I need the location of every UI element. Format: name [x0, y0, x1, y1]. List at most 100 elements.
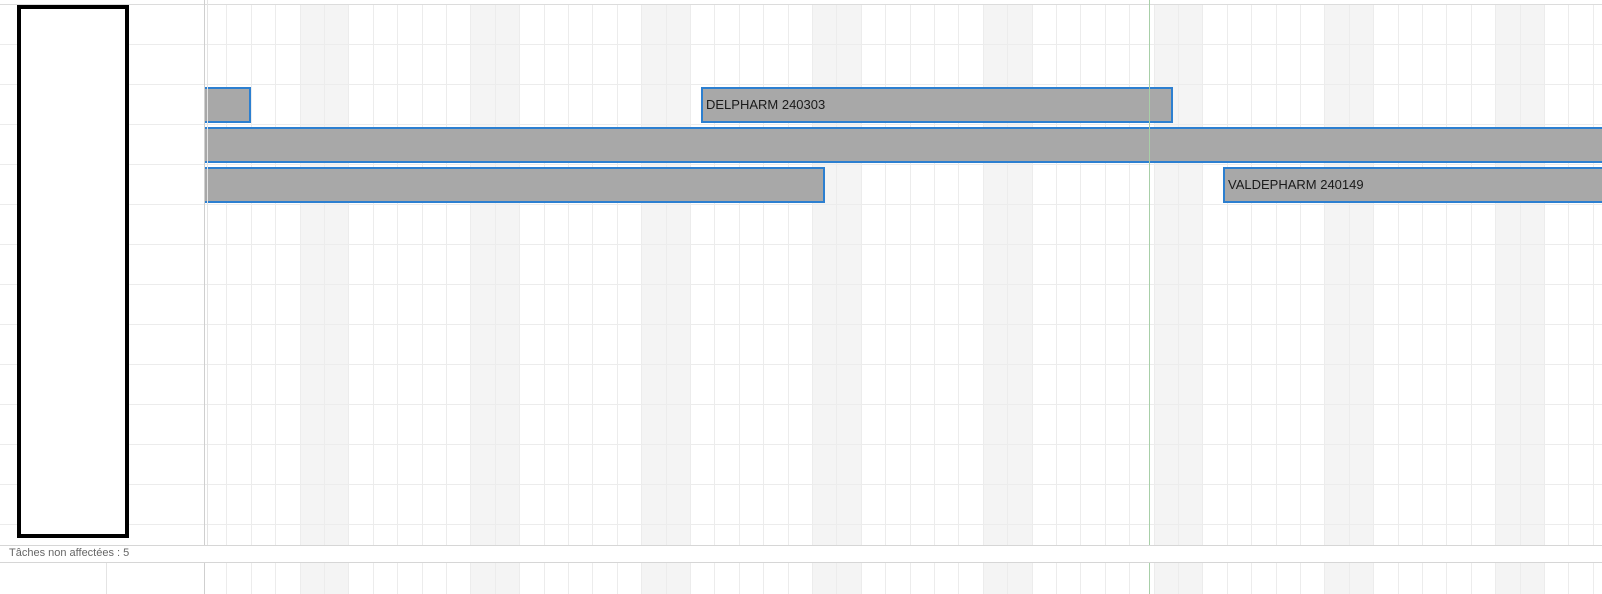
- task-bar[interactable]: [204, 87, 251, 123]
- bottom-day-column: [226, 562, 250, 594]
- bottom-day-column: [421, 562, 446, 594]
- bottom-day-column: [275, 562, 299, 594]
- task-bar[interactable]: [204, 127, 1602, 163]
- day-column: [1397, 5, 1422, 545]
- row-divider: [204, 364, 1602, 365]
- row-divider: [204, 44, 1602, 45]
- bottom-day-column: [1031, 562, 1056, 594]
- bottom-day-column: [494, 562, 520, 594]
- day-column: [348, 5, 372, 545]
- task-bar[interactable]: VALDEPHARM 240149: [1223, 167, 1602, 203]
- bottom-day-column: [1080, 562, 1104, 594]
- bottom-day-column: [1300, 562, 1324, 594]
- bottom-day-column: [1178, 562, 1203, 594]
- bottom-day-column: [348, 562, 372, 594]
- row-divider: [204, 404, 1602, 405]
- row-divider: [204, 244, 1602, 245]
- bottom-day-column: [1446, 562, 1470, 594]
- weekend-day-column: [1324, 5, 1349, 545]
- bottom-day-column: [1373, 562, 1397, 594]
- day-column: [1373, 5, 1397, 545]
- day-column: [1470, 5, 1495, 545]
- day-column: [592, 5, 616, 545]
- weekend-day-column: [812, 5, 837, 545]
- day-column: [1056, 5, 1080, 545]
- weekend-day-column: [836, 5, 861, 545]
- resource-selection-box[interactable]: [17, 5, 129, 538]
- unassigned-tasks-count: Tâches non affectées : 5: [9, 547, 130, 559]
- weekend-day-column: [299, 5, 324, 545]
- bottom-day-column: [519, 562, 543, 594]
- bottom-day-column: [1568, 562, 1592, 594]
- day-column: [616, 5, 641, 545]
- day-column: [1592, 5, 1602, 545]
- weekend-day-column: [1348, 5, 1374, 545]
- gantt-chart-area[interactable]: DELPHARM 240303 VALDEPHARM 240149: [204, 0, 1602, 594]
- bottom-day-column: [958, 562, 982, 594]
- bottom-day-column: [1275, 562, 1300, 594]
- day-column: [1300, 5, 1324, 545]
- bottom-day-column: [324, 562, 349, 594]
- bottom-day-column: [616, 562, 641, 594]
- task-bar[interactable]: [204, 167, 825, 203]
- day-column: [1568, 5, 1592, 545]
- day-column: [1251, 5, 1275, 545]
- day-column: [690, 5, 714, 545]
- day-column: [519, 5, 543, 545]
- day-column: [446, 5, 470, 545]
- bottom-day-column: [470, 562, 495, 594]
- day-column: [860, 5, 885, 545]
- bottom-day-column: [299, 562, 324, 594]
- bottom-day-column: [1592, 562, 1602, 594]
- day-column: [1129, 5, 1153, 545]
- weekend-day-column: [1178, 5, 1203, 545]
- day-column: [1422, 5, 1446, 545]
- bottom-day-column: [1544, 562, 1568, 594]
- day-column: [397, 5, 421, 545]
- task-bar[interactable]: DELPHARM 240303: [701, 87, 1173, 123]
- bottom-day-column: [836, 562, 861, 594]
- bottom-day-column: [885, 562, 909, 594]
- bottom-day-column: [372, 562, 397, 594]
- bottom-day-column: [1007, 562, 1032, 594]
- weekend-day-column: [324, 5, 349, 545]
- day-column: [714, 5, 738, 545]
- column-divider: [106, 550, 107, 594]
- today-marker-line: [1149, 0, 1150, 594]
- day-column: [1080, 5, 1104, 545]
- bottom-day-column: [787, 562, 812, 594]
- day-column: [1031, 5, 1056, 545]
- day-column: [1104, 5, 1129, 545]
- row-divider: [204, 124, 1602, 125]
- day-column: [787, 5, 812, 545]
- day-column: [1544, 5, 1568, 545]
- bottom-day-column: [1129, 562, 1153, 594]
- row-divider: [204, 204, 1602, 205]
- panel-splitter[interactable]: [204, 0, 205, 594]
- day-column: [738, 5, 763, 545]
- row-divider: [204, 284, 1602, 285]
- day-column: [1202, 5, 1226, 545]
- bottom-day-column: [568, 562, 592, 594]
- bottom-day-column: [1226, 562, 1251, 594]
- bottom-day-column: [1348, 562, 1374, 594]
- row-divider: [204, 324, 1602, 325]
- bottom-day-column: [446, 562, 470, 594]
- weekend-day-column: [1153, 5, 1178, 545]
- bottom-day-column: [204, 562, 226, 594]
- bottom-day-column: [690, 562, 714, 594]
- bottom-day-column: [934, 562, 958, 594]
- row-divider: [204, 444, 1602, 445]
- day-column: [1226, 5, 1251, 545]
- top-border: [0, 4, 1602, 5]
- weekend-day-column: [641, 5, 666, 545]
- row-divider: [204, 484, 1602, 485]
- bottom-day-column: [1104, 562, 1129, 594]
- bottom-day-column: [1056, 562, 1080, 594]
- row-divider: [204, 164, 1602, 165]
- weekend-day-column: [1519, 5, 1544, 545]
- row-divider: [204, 84, 1602, 85]
- bottom-day-column: [1495, 562, 1520, 594]
- bottom-day-column: [1422, 562, 1446, 594]
- bottom-day-column: [763, 562, 787, 594]
